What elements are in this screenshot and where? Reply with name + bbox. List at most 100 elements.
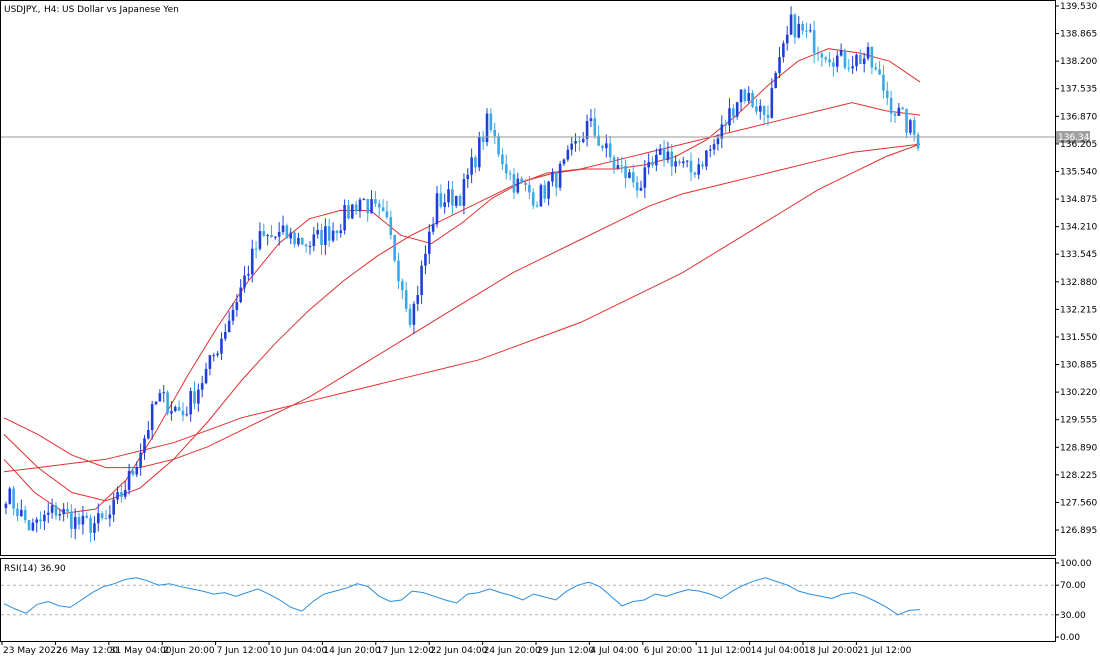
candle (12, 485, 15, 516)
candle (308, 241, 312, 255)
candle (524, 179, 527, 192)
candle (327, 218, 331, 247)
candle (8, 486, 12, 505)
candle (612, 154, 616, 174)
candle (547, 180, 550, 206)
candle (354, 200, 358, 215)
candle (254, 241, 258, 259)
candle (574, 133, 577, 152)
candle (608, 135, 612, 163)
time-axis-label: 10 Jun 04:00 (270, 646, 327, 656)
candle (127, 463, 131, 495)
candle (408, 303, 412, 328)
rsi-subwindow-frame (0, 558, 1056, 642)
time-axis-label: 31 May 04:00 (110, 646, 172, 656)
candle (435, 185, 439, 228)
candle (208, 354, 212, 376)
candle (370, 190, 373, 214)
candle (616, 157, 620, 171)
candle (805, 22, 808, 39)
candle (297, 232, 300, 247)
candle (697, 158, 700, 180)
candle (50, 498, 54, 519)
price-axis-label: 138.865 (1060, 30, 1097, 40)
candle (516, 172, 520, 195)
chart-symbol: USDJPY., (4, 5, 41, 15)
price-axis-label: 134.875 (1060, 195, 1097, 205)
price-axis-label: 132.880 (1060, 278, 1097, 288)
candle (674, 155, 677, 173)
candle (377, 199, 381, 217)
candle (782, 40, 785, 63)
candle (647, 153, 650, 175)
candle (93, 515, 96, 541)
price-axis-label: 130.220 (1060, 388, 1097, 398)
candle (4, 501, 8, 515)
candle (100, 511, 104, 521)
candle (793, 13, 797, 44)
candle (732, 104, 735, 124)
candle (447, 180, 450, 208)
candle (631, 164, 635, 188)
candle (820, 52, 824, 67)
time-axis-label: 6 Jul 20:00 (644, 646, 693, 656)
candle (855, 53, 858, 72)
candle (666, 141, 670, 164)
candle (593, 108, 597, 139)
price-axis-label: 134.210 (1060, 223, 1097, 233)
candle (243, 265, 246, 293)
candle (678, 159, 681, 166)
candle (204, 362, 208, 385)
candle (277, 222, 281, 246)
candle (866, 42, 870, 61)
candle (789, 6, 793, 35)
candle (316, 222, 319, 239)
candle (531, 188, 535, 210)
candle (701, 161, 704, 170)
candle (200, 375, 204, 398)
candle (705, 149, 708, 171)
candle (43, 510, 46, 531)
candle (62, 503, 65, 522)
candle (108, 505, 112, 527)
candle (343, 199, 346, 235)
candle (351, 203, 354, 220)
candle (889, 90, 893, 123)
candle (770, 78, 774, 119)
candle (289, 227, 293, 245)
candle (762, 105, 766, 124)
candle (481, 130, 485, 150)
candle (693, 171, 697, 178)
candle (797, 16, 801, 39)
candle (147, 421, 150, 440)
candle (389, 210, 393, 240)
candle (451, 181, 454, 215)
candle (104, 509, 108, 520)
time-axis-label: 11 Jul 12:00 (697, 646, 751, 656)
rsi-line (3, 577, 921, 616)
candle (166, 390, 169, 416)
candle (443, 193, 446, 214)
candle (85, 512, 89, 519)
price-axis-label: 139.530 (1060, 2, 1097, 12)
candle (766, 105, 770, 126)
candle (112, 492, 115, 523)
candle (708, 145, 712, 158)
time-axis-label: 14 Jun 20:00 (323, 646, 380, 656)
candle (554, 171, 558, 197)
candle (181, 402, 185, 422)
candle (454, 195, 458, 209)
candle (735, 101, 739, 120)
candle (239, 279, 242, 304)
candle (170, 401, 173, 421)
candle (185, 406, 189, 417)
candle (54, 501, 58, 520)
moving-average-line (3, 102, 921, 502)
moving-average-layer (3, 48, 921, 514)
current-price-tag (1056, 131, 1090, 143)
candle (231, 302, 235, 325)
candle (31, 518, 35, 532)
candle (224, 323, 227, 342)
